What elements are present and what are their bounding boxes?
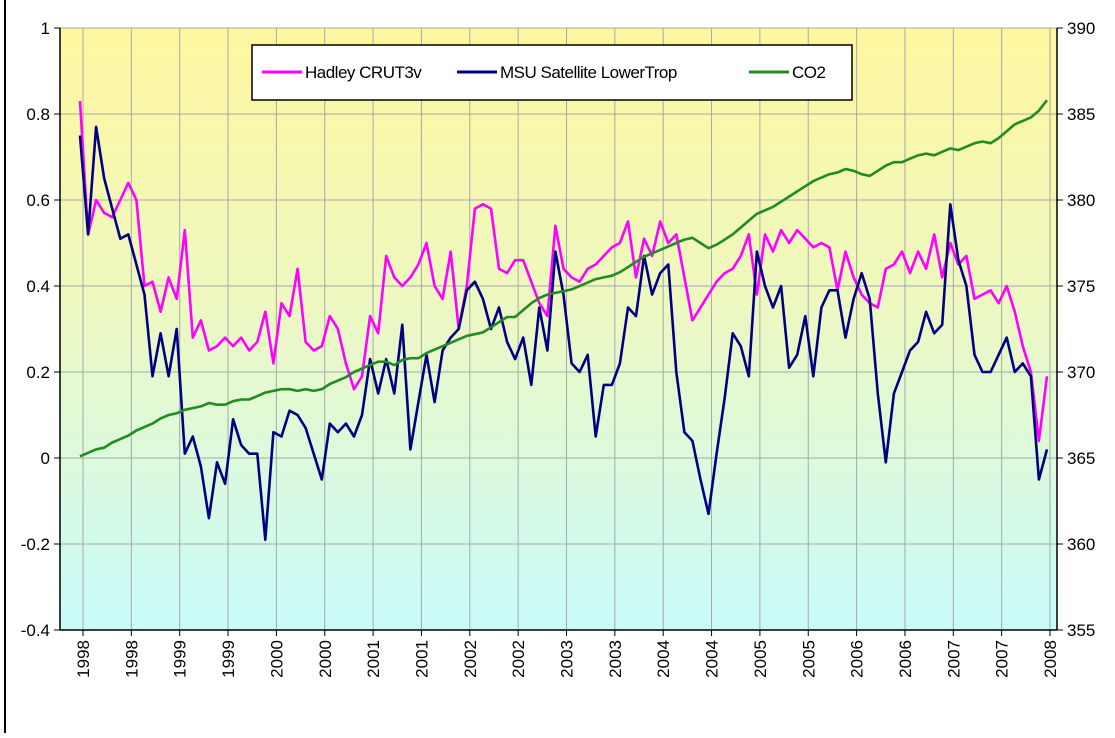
y2-tick-label: 375 — [1067, 277, 1095, 296]
y-tick-label: 0 — [41, 449, 50, 468]
legend-label: Hadley CRUT3v — [305, 63, 422, 82]
legend-label: CO2 — [792, 63, 826, 82]
x-tick-label: 2000 — [316, 640, 335, 678]
x-tick-label: 2006 — [896, 640, 915, 678]
x-tick-label: 2003 — [558, 640, 577, 678]
y-tick-label: 0.8 — [26, 105, 50, 124]
y2-tick-label: 390 — [1067, 19, 1095, 38]
x-tick-label: 2004 — [703, 640, 722, 678]
y-tick-label: 0.2 — [26, 363, 50, 382]
legend-label: MSU Satellite LowerTrop — [500, 63, 677, 82]
x-tick-label: 2001 — [364, 640, 383, 678]
x-tick-label: 1998 — [122, 640, 141, 678]
x-tick-label: 1999 — [219, 640, 238, 678]
axes: -0.4 -0.2 0 0.2 0.4 0.6 0.8 1 355 360 365 370 375 380… — [21, 19, 1096, 678]
x-tick-label: 2002 — [509, 640, 528, 678]
series-line — [78, 101, 1049, 443]
y2-tick-label: 360 — [1067, 535, 1095, 554]
y2-tick-label: 370 — [1067, 363, 1095, 382]
y2-tick-label: 355 — [1067, 621, 1095, 640]
x-tick-label: 2005 — [799, 640, 818, 678]
plot-area — [60, 28, 1057, 630]
series-line — [79, 99, 1049, 458]
x-tick-label: 2001 — [412, 640, 431, 678]
x-tick-label: 2007 — [944, 640, 963, 678]
y-tick-label: -0.4 — [21, 621, 50, 640]
x-tick-label: 2005 — [751, 640, 770, 678]
legend: Hadley CRUT3v MSU Satellite LowerTrop CO2 — [251, 44, 853, 101]
x-tick-label: 2002 — [461, 640, 480, 678]
series-line — [78, 125, 1049, 541]
x-tick-label: 2004 — [654, 640, 673, 678]
x-tick-label: 1999 — [171, 640, 190, 678]
x-tick-label: 2006 — [848, 640, 867, 678]
x-tick-label: 2007 — [993, 640, 1012, 678]
y2-tick-label: 385 — [1067, 105, 1095, 124]
y-tick-label: -0.2 — [21, 535, 50, 554]
y-tick-label: 1 — [41, 19, 50, 38]
x-tick-label: 2000 — [267, 640, 286, 678]
x-tick-label: 2003 — [606, 640, 625, 678]
y-tick-label: 0.4 — [26, 277, 50, 296]
lines — [78, 99, 1049, 541]
x-tick-label: 1998 — [74, 640, 93, 678]
y2-tick-label: 380 — [1067, 191, 1095, 210]
y-tick-label: 0.6 — [26, 191, 50, 210]
x-tick-label: 2008 — [1041, 640, 1060, 678]
y2-tick-label: 365 — [1067, 449, 1095, 468]
